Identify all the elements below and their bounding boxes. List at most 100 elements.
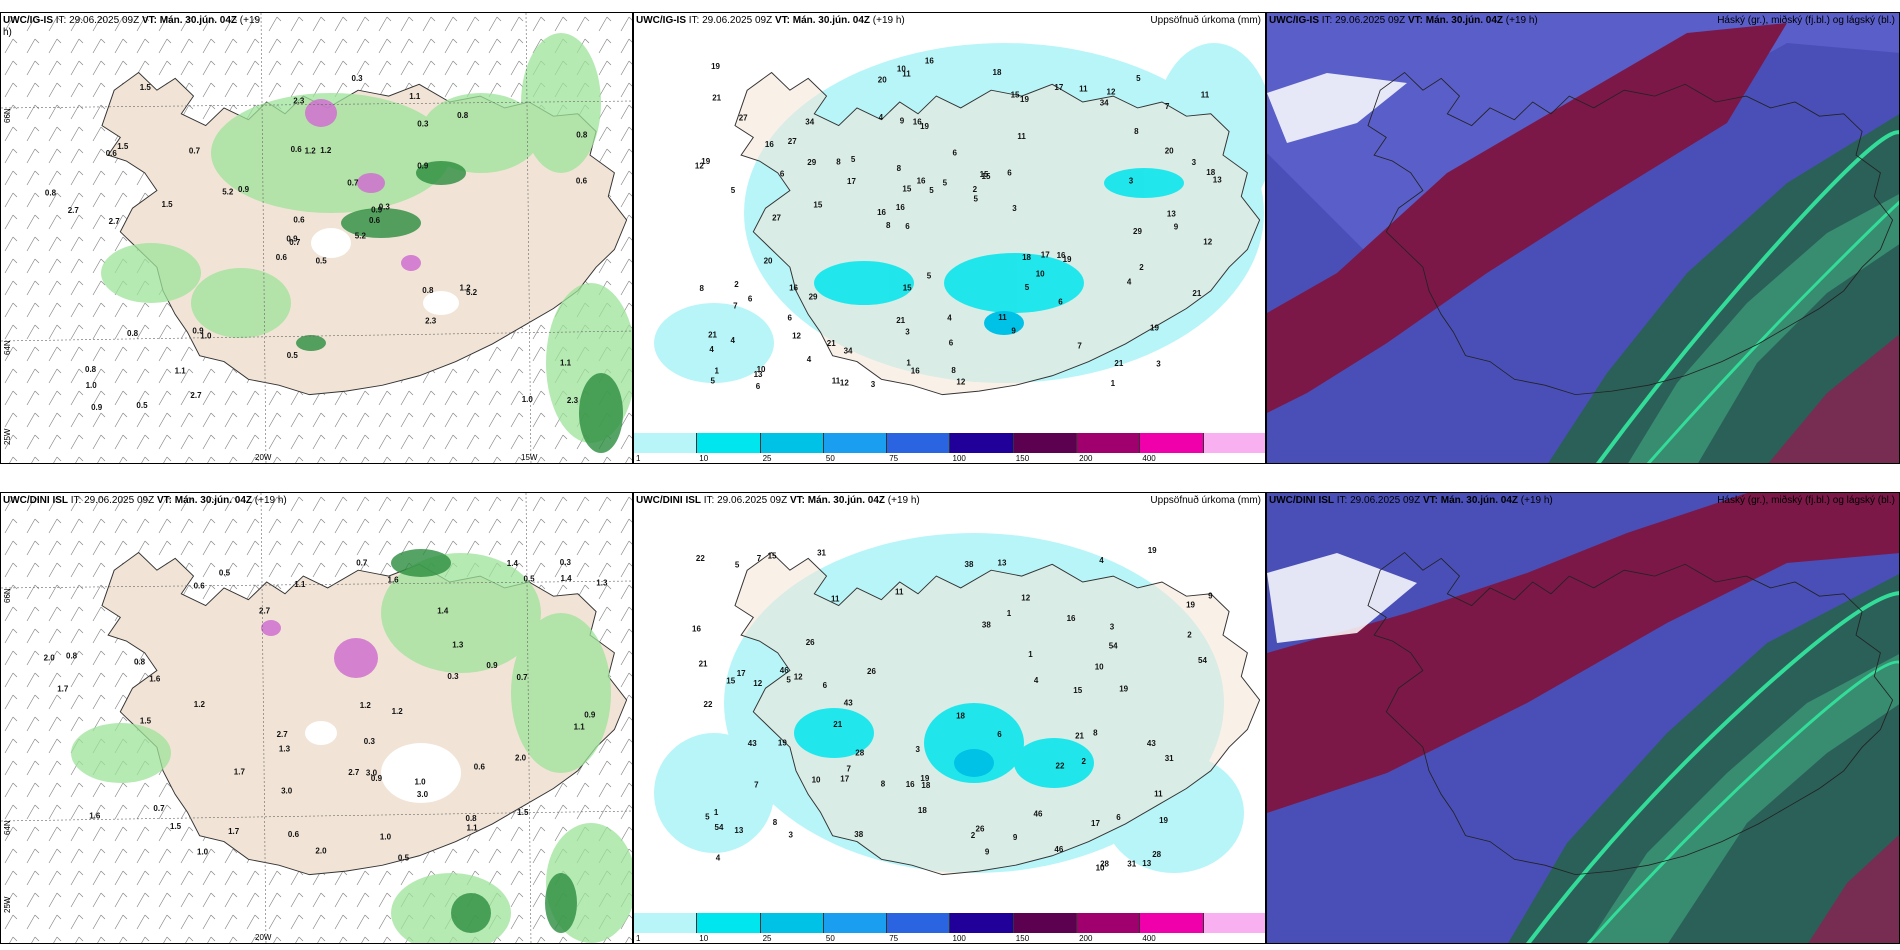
value-label: 2.0 — [44, 653, 56, 662]
value-label: 2.3 — [567, 396, 579, 405]
value-label: 11 — [1154, 789, 1163, 798]
value-label: 19 — [701, 157, 710, 166]
value-label: 1.0 — [380, 833, 392, 842]
colorbar-swatch — [823, 913, 888, 933]
value-label: 1.4 — [437, 607, 449, 616]
value-label: 16 — [896, 203, 905, 212]
lon-label-20: 20W — [255, 933, 272, 942]
value-label: 5 — [711, 376, 716, 385]
colorbar-tick-label: 200 — [1079, 934, 1093, 943]
value-label: 8 — [1134, 127, 1139, 136]
value-label: 16 — [913, 117, 922, 126]
value-label: 19 — [711, 62, 720, 71]
value-label: 1.0 — [86, 381, 98, 390]
value-label: 5 — [731, 186, 736, 195]
value-label: 27 — [739, 113, 748, 122]
value-label: 0.8 — [66, 651, 78, 660]
value-label: 12 — [794, 673, 803, 682]
value-label: 4 — [947, 314, 952, 323]
panel-bottom-clouds: UWC/DINI ISL IT: 29.06.2025 09Z VT: Mán.… — [1266, 492, 1900, 944]
value-label: 21 — [827, 339, 836, 348]
value-label: 12 — [1021, 593, 1030, 602]
value-label: 3 — [871, 380, 876, 389]
value-label: 1.2 — [392, 707, 404, 716]
value-label: 13 — [1167, 209, 1176, 218]
value-label: 6 — [949, 339, 954, 348]
value-label: 17 — [1041, 250, 1050, 259]
value-label: 1.4 — [561, 574, 573, 583]
value-label: 3.0 — [281, 786, 293, 795]
value-label: 1.2 — [194, 700, 206, 709]
value-label: 3 — [1110, 623, 1115, 632]
value-label: 22 — [696, 554, 705, 563]
value-label: 0.5 — [287, 351, 299, 360]
value-label: 20 — [1165, 147, 1174, 156]
value-label: 2 — [1139, 263, 1144, 272]
value-label: 2.7 — [109, 217, 121, 226]
panel-title: UWC/DINI ISL IT: 29.06.2025 09Z VT: Mán.… — [1269, 495, 1553, 506]
precip-colorbar — [634, 913, 1265, 933]
colorbar-swatch — [887, 433, 951, 453]
colorbar-swatch — [950, 433, 1014, 453]
value-label: 0.8 — [422, 286, 434, 295]
value-label: 21 — [1075, 732, 1084, 741]
value-label: 15 — [768, 552, 777, 561]
value-label: 1.6 — [149, 675, 161, 684]
value-label: 1.6 — [388, 575, 400, 584]
value-label: 2.3 — [293, 97, 305, 106]
value-label: 13 — [1142, 859, 1151, 868]
value-label: 6 — [1116, 813, 1121, 822]
value-label: 2.0 — [315, 846, 327, 855]
colorbar-tick-label: 1 — [636, 934, 641, 943]
value-label: 1.5 — [170, 822, 182, 831]
colorbar-tick-label: 100 — [952, 934, 966, 943]
value-label: 13 — [1213, 176, 1222, 185]
value-label: 0.9 — [286, 235, 298, 244]
value-label: 6 — [756, 382, 761, 391]
value-label: 1.2 — [360, 701, 372, 710]
colorbar-swatch — [1203, 433, 1265, 453]
value-label: 0.3 — [447, 672, 459, 681]
value-label: 34 — [1100, 98, 1109, 107]
value-label: 5 — [974, 194, 979, 203]
value-label: 4 — [716, 854, 721, 863]
value-label: 3 — [789, 831, 794, 840]
value-label: 2 — [971, 831, 976, 840]
value-label: 1 — [715, 366, 720, 375]
value-label: 19 — [1020, 95, 1029, 104]
value-label: 0.6 — [288, 830, 300, 839]
colorbar-tick-label: 50 — [825, 454, 835, 463]
value-label: 11 — [998, 313, 1007, 322]
value-label: 0.9 — [371, 206, 383, 215]
value-label: 21 — [699, 659, 708, 668]
colorbar-swatch — [634, 433, 698, 453]
colorbar-swatch — [697, 433, 761, 453]
value-label: 5 — [943, 179, 948, 188]
value-label: 9 — [985, 847, 990, 856]
value-label: 8 — [951, 366, 956, 375]
value-label: 12 — [956, 378, 965, 387]
value-label: 16 — [911, 366, 920, 375]
colorbar-tick-label: 150 — [1015, 934, 1030, 943]
value-label: 16 — [765, 140, 774, 149]
value-label: 4 — [709, 345, 714, 354]
value-label: 18 — [1206, 168, 1215, 177]
lat-label-64: 64N — [3, 820, 12, 835]
lon-label-20: 20W — [255, 453, 272, 462]
value-label: 22 — [704, 700, 713, 709]
colorbar-swatch — [887, 913, 951, 933]
value-label: 17 — [1054, 83, 1063, 92]
panel-bottom-rain: 0.5 0.6 0.7 0.8 0.9 1.0 1.1 1.2 1.3 1.5 1.6 2.0 2.7 3… — [0, 492, 633, 944]
lon-label-15: 15W — [521, 453, 538, 462]
value-label: 6 — [748, 295, 753, 304]
value-label: 11 — [832, 377, 841, 386]
value-label: 2.7 — [259, 606, 271, 615]
value-label: 0.5 — [316, 257, 328, 266]
value-label: 0.3 — [352, 74, 364, 83]
cloud-map-bottom — [1267, 493, 1899, 943]
value-label: 7 — [847, 765, 852, 774]
colorbar-swatch — [760, 433, 824, 453]
colorbar-swatch — [823, 433, 888, 453]
value-label: 21 — [896, 316, 905, 325]
value-label: 4 — [879, 113, 884, 122]
